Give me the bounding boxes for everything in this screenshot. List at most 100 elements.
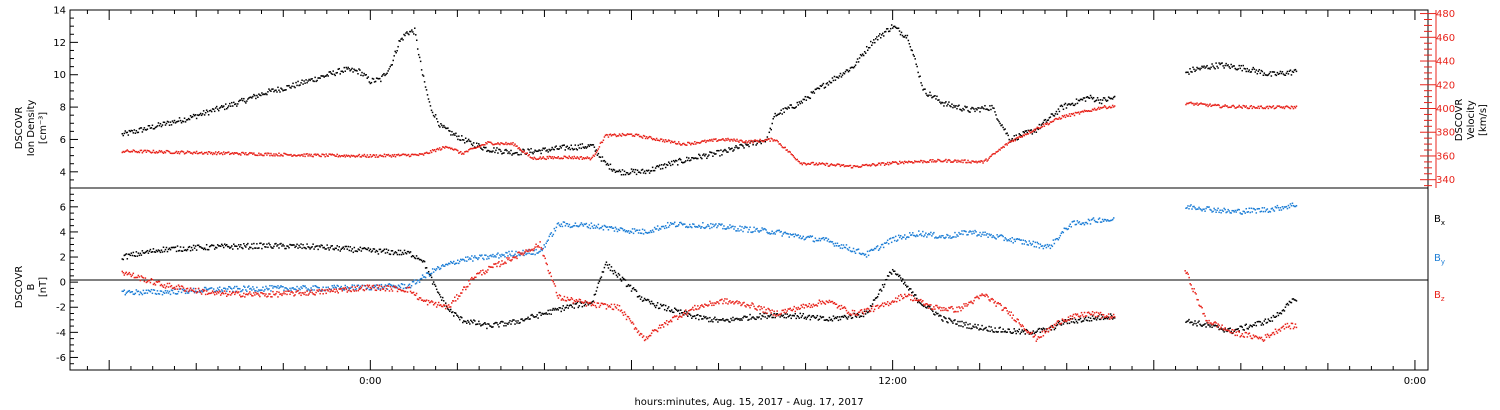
data-point	[201, 291, 204, 293]
data-point	[122, 290, 125, 293]
data-point	[671, 222, 674, 225]
data-point	[216, 108, 219, 110]
data-point	[356, 70, 358, 72]
data-point	[774, 316, 776, 319]
data-point	[882, 246, 885, 249]
data-point	[995, 114, 997, 116]
data-point	[1277, 314, 1280, 317]
data-point	[646, 137, 649, 140]
data-point	[318, 77, 320, 79]
data-point	[540, 152, 542, 155]
data-point	[644, 231, 647, 234]
data-point	[1038, 247, 1041, 249]
data-point	[874, 41, 876, 44]
data-point	[985, 108, 987, 111]
data-point	[386, 72, 388, 75]
data-point	[370, 156, 373, 158]
data-point	[484, 254, 486, 256]
data-point	[871, 249, 874, 252]
data-point	[812, 240, 815, 242]
data-point	[992, 234, 994, 237]
data-point	[1192, 205, 1194, 208]
data-point	[788, 315, 790, 317]
data-point	[605, 163, 608, 166]
data-point	[193, 291, 196, 293]
data-point	[1018, 133, 1020, 135]
data-point	[436, 147, 439, 150]
data-point	[291, 287, 293, 289]
data-point	[448, 306, 451, 308]
data-point	[1293, 69, 1296, 71]
data-point	[334, 247, 336, 250]
data-point	[554, 146, 556, 148]
data-point	[878, 162, 881, 165]
data-point	[164, 287, 167, 289]
data-point	[679, 159, 682, 161]
data-point	[530, 314, 532, 317]
data-point	[720, 224, 722, 226]
data-point	[903, 281, 906, 284]
data-point	[653, 169, 656, 172]
data-point	[502, 263, 504, 265]
data-point	[1284, 74, 1287, 76]
data-point	[382, 288, 385, 290]
data-point	[704, 155, 706, 157]
data-point	[245, 246, 247, 248]
data-point	[195, 292, 198, 294]
data-point	[820, 316, 823, 319]
data-point	[808, 97, 811, 99]
data-point	[319, 77, 321, 79]
data-point	[715, 138, 717, 140]
data-point	[468, 321, 470, 323]
data-point	[717, 139, 719, 142]
data-point	[1255, 212, 1258, 214]
data-point	[1245, 207, 1247, 210]
data-point	[600, 276, 603, 278]
data-point	[842, 244, 845, 246]
data-point	[661, 304, 664, 307]
data-point	[395, 154, 398, 156]
data-point	[897, 27, 900, 29]
data-point	[935, 311, 937, 314]
data-point	[958, 104, 960, 107]
data-point	[394, 285, 397, 287]
data-point	[188, 118, 191, 121]
data-point	[1230, 212, 1232, 214]
data-point	[569, 304, 572, 306]
data-point	[719, 155, 721, 157]
data-point	[997, 119, 999, 121]
data-point	[222, 105, 225, 107]
data-point	[207, 292, 210, 295]
data-point	[500, 321, 502, 323]
data-point	[1025, 130, 1028, 132]
data-point	[307, 80, 309, 82]
data-point	[533, 316, 535, 318]
data-point	[674, 308, 677, 311]
data-point	[487, 269, 489, 271]
data-point	[805, 318, 808, 320]
data-point	[496, 322, 498, 324]
data-point	[944, 159, 946, 162]
data-point	[252, 95, 254, 98]
data-point	[195, 150, 198, 153]
data-point	[138, 293, 141, 296]
data-point	[633, 135, 636, 138]
data-point	[378, 285, 381, 287]
data-point	[522, 249, 524, 252]
data-point	[1066, 228, 1069, 231]
data-point	[354, 288, 357, 291]
data-point	[234, 245, 236, 247]
data-point	[320, 155, 322, 158]
data-point	[674, 225, 677, 228]
data-point	[544, 158, 547, 160]
y-tick-label: 6	[60, 135, 66, 146]
data-point	[708, 225, 710, 228]
data-point	[1020, 135, 1023, 137]
data-point	[1263, 320, 1266, 322]
data-point	[771, 122, 773, 125]
data-point	[480, 325, 482, 327]
data-point	[167, 292, 170, 294]
data-point	[406, 154, 409, 156]
data-point	[1053, 242, 1056, 245]
data-point	[507, 255, 509, 257]
